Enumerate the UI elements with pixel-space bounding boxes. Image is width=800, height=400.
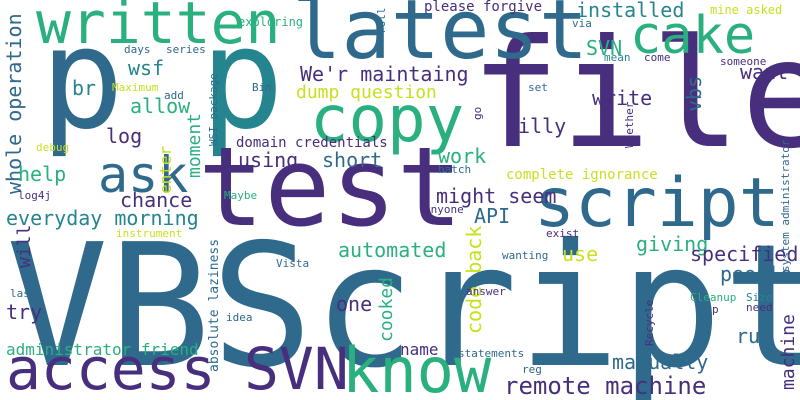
word-will: will [14,224,35,268]
word-svn: SVN [244,335,349,400]
word-vbscript: VBScript [6,208,800,400]
word-svn-small: SVN [586,36,623,60]
word-written: written [36,0,281,57]
word-moment: moment [184,112,205,178]
word-wsi-package: WSI package [207,73,220,146]
word-one: one [336,292,373,316]
word-we-r-maintaing: We'r maintaing [300,62,469,86]
word-p: p [40,0,125,161]
word-exist: exist [546,227,580,240]
word-recycle: Recycle [643,299,656,346]
word-installed: installed [576,0,685,22]
word-absolute-laziness: absolute laziness [207,238,222,372]
word-specified: specified [690,242,799,266]
word-cake: cake [630,6,756,66]
word-mine-asked: mine asked [710,3,783,17]
word-write: write [592,86,653,110]
word-answer: answer [466,285,506,298]
word-via: via [572,17,592,30]
word-someone: someone [720,55,767,68]
word-days: days [124,43,151,56]
word-idea: idea [226,311,253,324]
word-wsf: wsf [128,56,165,80]
word-br: br [72,76,97,100]
word-cleanup: Cleanup [690,291,737,304]
word-api: API [474,204,511,228]
word-name: name [400,340,439,359]
word-allow: allow [130,94,191,118]
word-cooked: cooked [376,276,397,342]
word-want: want [740,60,789,84]
word-everyday-morning: everyday morning [6,206,199,230]
word-p-small: p [712,303,719,316]
word-people: people [720,262,793,286]
word-try: try [6,300,43,324]
word-silly: silly [506,114,567,138]
word-maybe: Maybe [224,189,258,202]
word-ask: ask [98,146,189,204]
word-roll: roll [375,7,388,35]
word-copy: copy [310,83,465,157]
word-vbs: vbs [682,75,706,112]
word-something: something [121,280,134,340]
word-debug: debug [36,141,70,154]
word-manually: manually [612,350,709,374]
word-vista: Vista [276,257,310,270]
word-bin: Bin [252,81,272,94]
word-access: access [6,335,216,400]
word-exploring: exploring [238,15,304,29]
word-p: p [200,0,285,161]
word-log4j: log4j [18,189,52,202]
word-might-seem: might seem [436,184,557,208]
word-administrator-friend: administrator friend [6,340,199,359]
word-system-administrator: system administrator [779,139,792,272]
word-complete-ignorance: complete ignorance [506,167,658,183]
word-batch: batch [438,163,472,176]
word-whether: Whether [623,101,636,148]
word-domain-credentials: domain credentials [236,135,388,151]
word-test: test [198,123,463,251]
word-remote-machine: remote machine [504,372,707,400]
word-mean: mean [604,51,631,64]
word-chance: chance [120,188,193,212]
word-latest: latest [292,0,589,78]
word-set: set [528,81,548,94]
word-work: work [438,144,487,168]
word-code-back: code back [462,225,486,334]
word-add: add [164,89,184,102]
word-file: file [470,8,800,182]
word-log: log [106,124,143,148]
word-need: need [746,301,773,314]
word-wanting: wanting [502,249,549,262]
word-please-forgive: please forgive [424,0,543,15]
word-short: short [322,148,383,172]
word-machine: machine [778,314,799,390]
word-use: use [562,242,599,266]
word-come: come [644,51,671,64]
word-instrument: instrument [116,227,183,240]
word-script: script [534,164,780,243]
word-know: know [342,334,492,400]
word-statements: statements [458,347,525,360]
word-size: Size [746,291,773,304]
word-last: last [10,287,37,300]
word-enter: enter [156,145,175,194]
word-dump-question: dump question [296,82,437,103]
word-giving: giving [636,232,709,256]
word-go: go [471,106,484,120]
word-automated: automated [338,238,447,262]
word-using: using [238,148,299,172]
word-help: help [18,162,67,186]
word-series: series [166,43,206,56]
word-reg: reg [522,363,542,376]
word-anyone: anyone [424,203,464,216]
word-maximum: Maximum [112,81,159,94]
word-run: run [736,324,773,348]
